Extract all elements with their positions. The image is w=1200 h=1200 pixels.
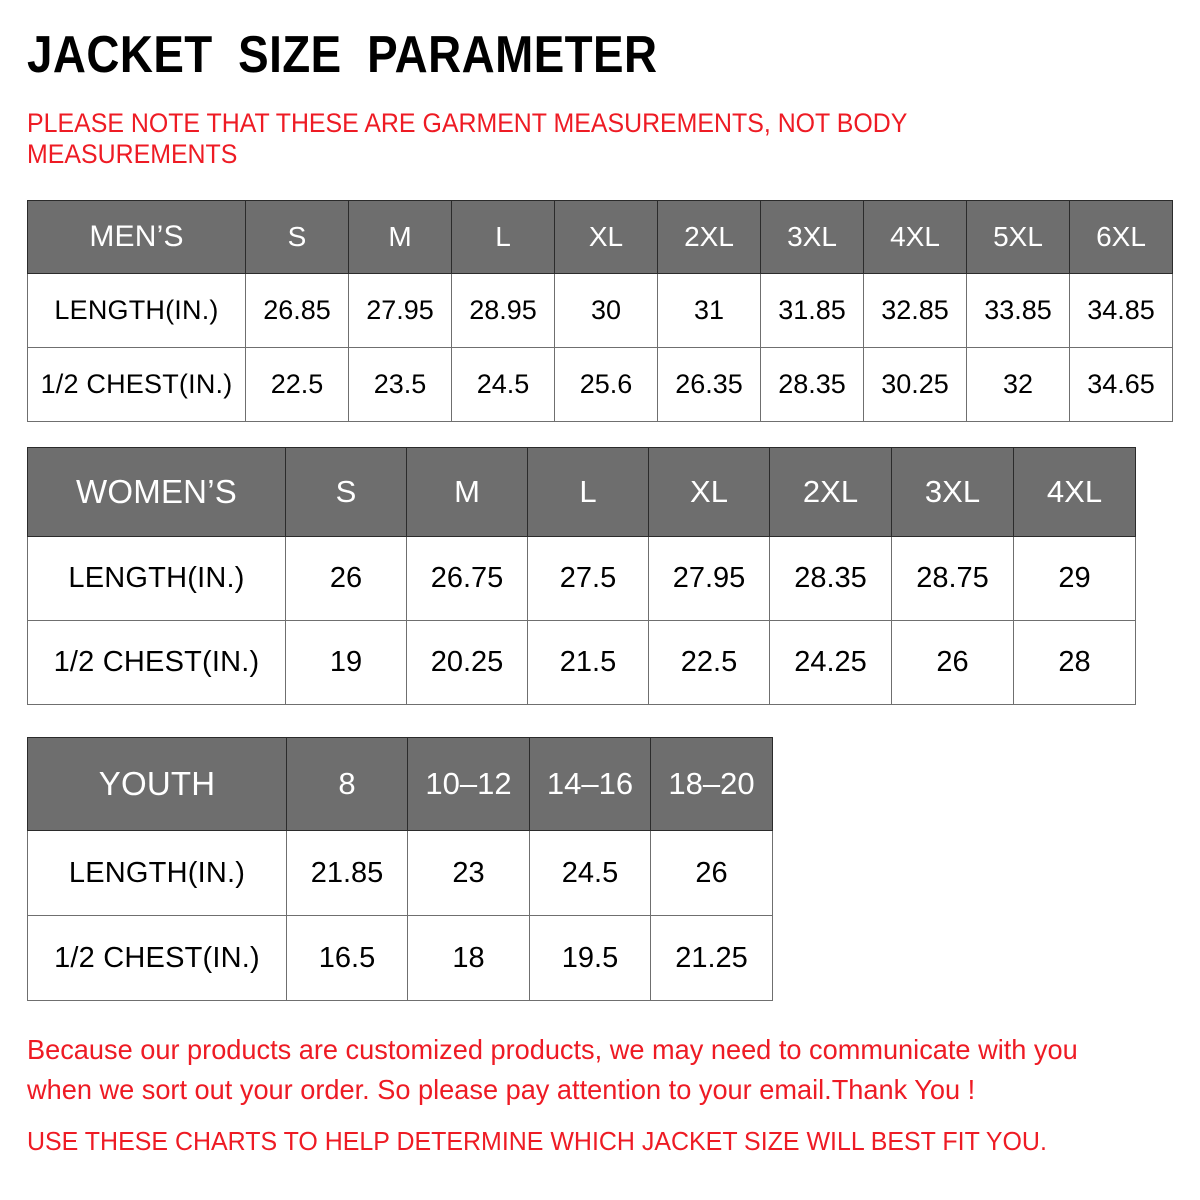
womens-chest-s: 19 — [285, 620, 407, 705]
mens-chest-s: 22.5 — [245, 347, 349, 422]
youth-chest-18-20: 21.25 — [650, 915, 773, 1001]
womens-col-header-l: L — [527, 447, 649, 537]
mens-length-2xl: 31 — [657, 273, 761, 348]
mens-col-header-l: L — [451, 200, 555, 274]
mens-length-6xl: 34.85 — [1069, 273, 1173, 348]
womens-chest-xl: 22.5 — [648, 620, 770, 705]
page-title: JACKET SIZE PARAMETER — [27, 26, 658, 84]
youth-length-18-20: 26 — [650, 830, 773, 916]
mens-header-row: MEN’S S M L XL 2XL 3XL 4XL 5XL 6XL — [27, 200, 1173, 274]
mens-col-header-6xl: 6XL — [1069, 200, 1173, 274]
mens-chest-2xl: 26.35 — [657, 347, 761, 422]
youth-chest-8: 16.5 — [286, 915, 408, 1001]
mens-chest-label: 1/2 CHEST(IN.) — [27, 347, 246, 422]
womens-length-4xl: 29 — [1013, 536, 1136, 621]
youth-chest-row: 1/2 CHEST(IN.) 16.5 18 19.5 21.25 — [27, 915, 773, 1001]
womens-chest-l: 21.5 — [527, 620, 649, 705]
mens-col-header-xl: XL — [554, 200, 658, 274]
womens-size-table: WOMEN’S S M L XL 2XL 3XL 4XL LENGTH(IN.)… — [27, 447, 1136, 705]
womens-length-s: 26 — [285, 536, 407, 621]
womens-length-row: LENGTH(IN.) 26 26.75 27.5 27.95 28.35 28… — [27, 536, 1136, 621]
womens-chest-2xl: 24.25 — [769, 620, 892, 705]
womens-col-header-3xl: 3XL — [891, 447, 1014, 537]
youth-size-table: YOUTH 8 10–12 14–16 18–20 LENGTH(IN.) 21… — [27, 737, 773, 1001]
customization-note: Because our products are customized prod… — [27, 1034, 1078, 1105]
womens-length-m: 26.75 — [406, 536, 528, 621]
womens-length-l: 27.5 — [527, 536, 649, 621]
womens-chest-4xl: 28 — [1013, 620, 1136, 705]
youth-length-row: LENGTH(IN.) 21.85 23 24.5 26 — [27, 830, 773, 916]
womens-col-header-2xl: 2XL — [769, 447, 892, 537]
womens-length-xl: 27.95 — [648, 536, 770, 621]
mens-length-label: LENGTH(IN.) — [27, 273, 246, 348]
mens-chest-l: 24.5 — [451, 347, 555, 422]
mens-chest-row: 1/2 CHEST(IN.) 22.5 23.5 24.5 25.6 26.35… — [27, 347, 1173, 422]
mens-chest-5xl: 32 — [966, 347, 1070, 422]
womens-col-header-xl: XL — [648, 447, 770, 537]
mens-length-4xl: 32.85 — [863, 273, 967, 348]
womens-chest-3xl: 26 — [891, 620, 1014, 705]
youth-length-10-12: 23 — [407, 830, 530, 916]
womens-col-header-s: S — [285, 447, 407, 537]
mens-length-m: 27.95 — [348, 273, 452, 348]
youth-col-header-14-16: 14–16 — [529, 737, 651, 831]
mens-chest-xl: 25.6 — [554, 347, 658, 422]
youth-chest-label: 1/2 CHEST(IN.) — [27, 915, 287, 1001]
youth-col-header-10-12: 10–12 — [407, 737, 530, 831]
use-charts-note: USE THESE CHARTS TO HELP DETERMINE WHICH… — [27, 1126, 1047, 1156]
mens-length-l: 28.95 — [451, 273, 555, 348]
womens-chest-m: 20.25 — [406, 620, 528, 705]
garment-measurement-note: PLEASE NOTE THAT THESE ARE GARMENT MEASU… — [27, 108, 907, 169]
mens-col-header-5xl: 5XL — [966, 200, 1070, 274]
mens-col-header-4xl: 4XL — [863, 200, 967, 274]
youth-length-label: LENGTH(IN.) — [27, 830, 287, 916]
mens-col-header-2xl: 2XL — [657, 200, 761, 274]
mens-col-header-s: S — [245, 200, 349, 274]
womens-col-header-4xl: 4XL — [1013, 447, 1136, 537]
mens-col-header-m: M — [348, 200, 452, 274]
womens-length-label: LENGTH(IN.) — [27, 536, 286, 621]
mens-chest-6xl: 34.65 — [1069, 347, 1173, 422]
womens-length-2xl: 28.35 — [769, 536, 892, 621]
womens-chest-label: 1/2 CHEST(IN.) — [27, 620, 286, 705]
womens-col-header-m: M — [406, 447, 528, 537]
mens-length-xl: 30 — [554, 273, 658, 348]
mens-chest-3xl: 28.35 — [760, 347, 864, 422]
womens-table-label: WOMEN’S — [27, 447, 286, 537]
mens-length-s: 26.85 — [245, 273, 349, 348]
youth-chest-14-16: 19.5 — [529, 915, 651, 1001]
mens-chest-4xl: 30.25 — [863, 347, 967, 422]
youth-col-header-18-20: 18–20 — [650, 737, 773, 831]
womens-chest-row: 1/2 CHEST(IN.) 19 20.25 21.5 22.5 24.25 … — [27, 620, 1136, 705]
mens-length-5xl: 33.85 — [966, 273, 1070, 348]
mens-col-header-3xl: 3XL — [760, 200, 864, 274]
youth-header-row: YOUTH 8 10–12 14–16 18–20 — [27, 737, 773, 831]
youth-length-14-16: 24.5 — [529, 830, 651, 916]
mens-length-row: LENGTH(IN.) 26.85 27.95 28.95 30 31 31.8… — [27, 273, 1173, 348]
youth-col-header-8: 8 — [286, 737, 408, 831]
mens-length-3xl: 31.85 — [760, 273, 864, 348]
youth-table-label: YOUTH — [27, 737, 287, 831]
womens-header-row: WOMEN’S S M L XL 2XL 3XL 4XL — [27, 447, 1136, 537]
youth-chest-10-12: 18 — [407, 915, 530, 1001]
mens-chest-m: 23.5 — [348, 347, 452, 422]
mens-table-label: MEN’S — [27, 200, 246, 274]
womens-length-3xl: 28.75 — [891, 536, 1014, 621]
mens-size-table: MEN’S S M L XL 2XL 3XL 4XL 5XL 6XL LENGT… — [27, 200, 1173, 422]
youth-length-8: 21.85 — [286, 830, 408, 916]
